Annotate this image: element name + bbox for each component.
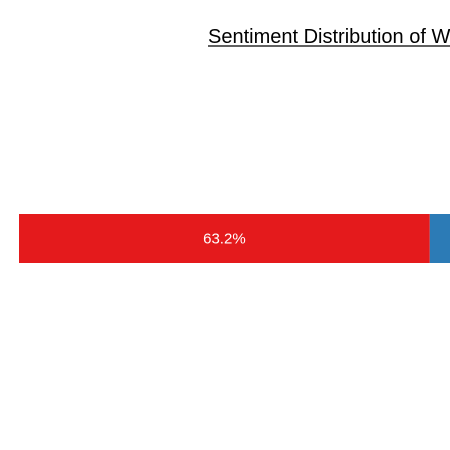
- bar-segment-1: [19, 214, 430, 263]
- bar-segment-2: [429, 214, 450, 263]
- bar-segments: 63.2%: [19, 214, 450, 263]
- chart-title-group: Sentiment Distribution of Wo: [208, 26, 450, 48]
- chart-title: Sentiment Distribution of Wo: [208, 26, 450, 48]
- bar-segment-label-1: 63.2%: [203, 231, 246, 248]
